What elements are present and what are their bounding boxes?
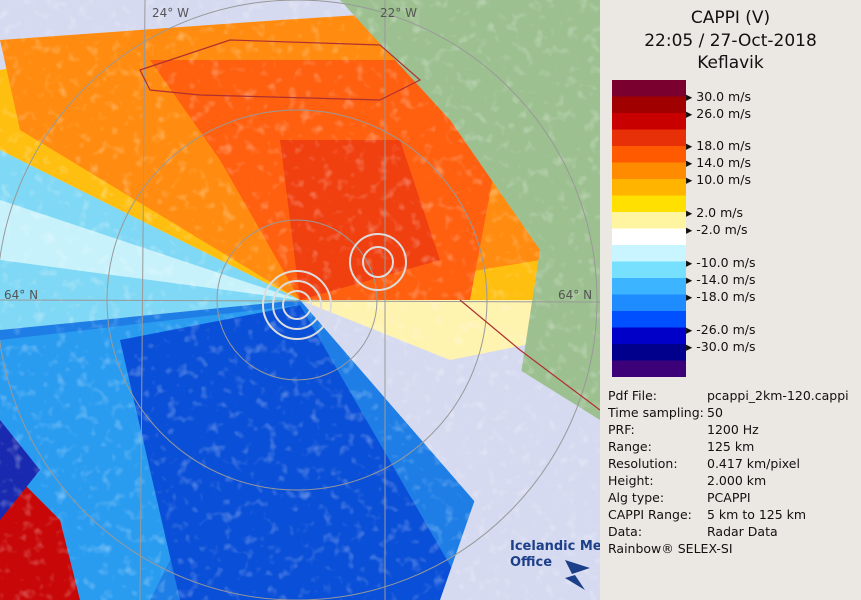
info-key: Pdf File: [608,388,657,403]
scale-band [612,278,686,295]
info-value: 125 km [707,439,755,454]
map-label: 24° W [152,6,189,20]
scale-band [612,129,686,146]
info-value: 50 [707,405,723,420]
info-value: 5 km to 125 km [707,507,807,522]
scale-band [612,162,686,179]
legend-label: ▸ 26.0 m/s [686,106,751,121]
legend-label: ▸ -14.0 m/s [686,272,756,287]
site: Keflavik [697,53,764,73]
legend-label: ▸ -2.0 m/s [686,222,748,237]
scale-band [612,294,686,311]
logo-text: Icelandic Met [510,539,600,554]
scale-band [612,146,686,163]
info-value: Radar Data [707,524,778,539]
info-key: Resolution: [608,456,678,471]
info-value: pcappi_2km-120.cappi [707,388,849,403]
scale-band [612,80,686,97]
info-key: PRF: [608,422,635,437]
legend-label: ▸ 10.0 m/s [686,172,751,187]
scale-band [612,327,686,344]
scale-band [612,96,686,113]
info-value: PCAPPI [707,490,751,505]
legend-label: ▸ -10.0 m/s [686,255,756,270]
scale-band [612,113,686,130]
scale-band [612,245,686,262]
map-label: 22° W [380,6,417,20]
color-scale [612,80,686,377]
legend-label: ▸ -18.0 m/s [686,289,756,304]
scale-band [612,228,686,245]
footer: Rainbow® SELEX-SI [608,541,733,556]
info-key: Time sampling: [608,405,704,420]
info-value: 2.000 km [707,473,767,488]
scale-band [612,179,686,196]
logo-text: Office [510,555,552,570]
scale-band [612,344,686,361]
info-key: Alg type: [608,490,665,505]
info-key: Range: [608,439,652,454]
legend-label: ▸ -26.0 m/s [686,322,756,337]
info-key: Height: [608,473,654,488]
time: 22:05 / 27-Oct-2018 [644,31,817,51]
info-key: CAPPI Range: [608,507,692,522]
legend-label: ▸ 14.0 m/s [686,155,751,170]
scale-band [612,195,686,212]
info-value: 1200 Hz [707,422,759,437]
scale-band [612,261,686,278]
scale-band [612,212,686,229]
scale-band [612,360,686,377]
logo-icon [565,560,590,590]
title: CAPPI (V) [690,8,771,28]
scale-band [612,311,686,328]
info-value: 0.417 km/pixel [707,456,800,471]
legend-label: ▸ 30.0 m/s [686,89,751,104]
map-label: 64° N [558,288,592,302]
radar-image: 24° W 22° W 64° N 64° N Icelandic Met Of… [0,0,600,600]
map-label: 64° N [4,288,38,302]
legend-label: ▸ 2.0 m/s [686,205,744,220]
legend-label: ▸ 18.0 m/s [686,138,751,153]
info-key: Data: [608,524,643,539]
legend-label: ▸ -30.0 m/s [686,339,756,354]
